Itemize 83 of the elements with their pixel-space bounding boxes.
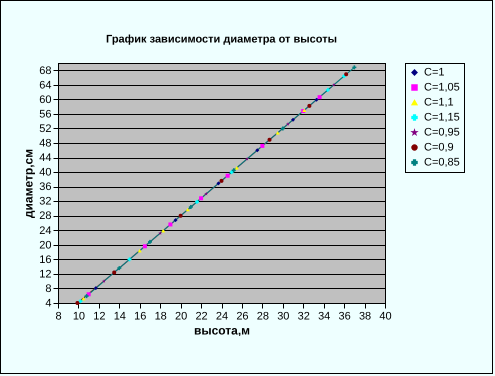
point: [260, 144, 264, 148]
point: [226, 174, 230, 178]
point: [255, 148, 260, 152]
y-tick-label: 52: [39, 122, 52, 135]
point: [204, 192, 208, 196]
point: [158, 231, 162, 235]
x-tick-label: 26: [236, 310, 249, 322]
point: [220, 178, 224, 183]
point: [186, 208, 190, 212]
point: [332, 82, 336, 86]
point: [174, 218, 178, 222]
y-axis-title: диаметр,см: [21, 148, 36, 218]
x-tick-label: 28: [256, 310, 269, 322]
point: [128, 257, 132, 262]
legend-label: C=1,15: [424, 112, 460, 124]
y-tick-label: 16: [39, 254, 52, 266]
x-tick-label: 24: [216, 310, 228, 322]
point: [82, 296, 86, 300]
y-tick-label: 20: [39, 239, 52, 252]
point: [314, 98, 319, 102]
point: [168, 222, 172, 226]
y-tick-label: 48: [39, 138, 52, 150]
point: [75, 301, 80, 305]
y-tick-label: 32: [39, 196, 52, 208]
x-tick-label: 38: [358, 310, 372, 322]
x-axis-title: высота,м: [194, 324, 250, 338]
point: [286, 122, 290, 126]
y-tick-label: 64: [39, 79, 52, 92]
x-tick-label: 18: [154, 310, 167, 322]
point: [161, 228, 166, 232]
x-tick-label: 32: [298, 310, 310, 322]
point: [94, 286, 98, 290]
point: [112, 270, 116, 274]
x-tick-label: 36: [338, 310, 351, 322]
point: [245, 157, 249, 161]
y-tick-label: 12: [39, 268, 52, 280]
point: [291, 118, 296, 122]
y-tick-label: 24: [39, 224, 52, 237]
point: [307, 104, 312, 108]
x-tick-label: 20: [175, 310, 188, 322]
legend-label: C=0,85: [424, 156, 460, 168]
point: [178, 214, 183, 218]
point: [268, 138, 272, 142]
x-tick-label: 22: [195, 310, 208, 322]
x-tick-label: 8: [55, 310, 62, 322]
point: [318, 95, 322, 100]
y-tick-label: 8: [45, 282, 52, 295]
legend-label: C=0,9: [424, 142, 454, 154]
point: [138, 248, 142, 252]
y-tick-label: 4: [45, 298, 52, 310]
x-tick-label: 12: [93, 310, 106, 322]
point: [148, 240, 152, 244]
y-tick-label: 36: [39, 181, 52, 194]
point: [199, 196, 204, 200]
y-tick-label: 68: [39, 64, 52, 77]
chart-title: График зависимости диаметра от высоты: [106, 34, 337, 46]
y-tick-label: 44: [39, 152, 52, 164]
x-tick-label: 16: [134, 310, 146, 322]
point: [234, 166, 239, 170]
legend-label: C=1,1: [424, 96, 454, 108]
legend-label: C=1: [424, 66, 444, 78]
x-tick-label: 30: [277, 310, 290, 322]
point: [352, 65, 356, 70]
y-tick-label: 60: [39, 94, 52, 106]
x-tick-label: 34: [318, 310, 330, 322]
y-tick-label: 40: [39, 166, 52, 179]
point: [117, 266, 122, 270]
point: [188, 205, 193, 209]
point: [276, 131, 280, 135]
point: [194, 200, 199, 204]
x-tick-label: 10: [72, 310, 86, 322]
point: [280, 126, 285, 130]
x-tick-label: 14: [114, 310, 126, 322]
y-tick-label: 28: [39, 210, 52, 222]
point: [216, 181, 220, 186]
legend-label: C=0,95: [424, 126, 460, 138]
y-tick-label: 56: [39, 108, 52, 120]
legend-label: C=1,05: [424, 82, 460, 94]
x-tick-label: 40: [379, 310, 392, 322]
point: [102, 279, 106, 283]
point: [78, 299, 82, 304]
point: [142, 244, 147, 248]
point: [326, 88, 330, 92]
